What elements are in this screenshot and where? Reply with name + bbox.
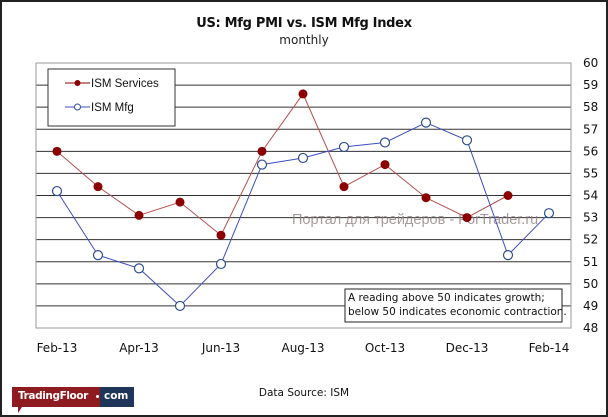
- data-point: [215, 258, 227, 270]
- y-tick-label: 56: [583, 144, 598, 158]
- legend-label-mfg: ISM Mfg: [91, 102, 134, 114]
- data-point: [92, 250, 104, 261]
- data-point: [502, 250, 514, 261]
- y-tick-label: 57: [583, 122, 598, 136]
- data-point: [134, 210, 144, 220]
- data-point: [543, 208, 555, 219]
- y-tick-label: 58: [583, 100, 598, 114]
- chart-title: US: Mfg PMI vs. ISM Mfg Index: [196, 16, 412, 31]
- tradingfloor-logo: TradingFloor com: [12, 387, 135, 413]
- x-tick-label: Aug-13: [281, 341, 324, 355]
- y-axis-ticks: 60 59 58 57 56 55 54 53 52 51 50 49 48: [583, 56, 598, 335]
- y-tick-label: 54: [583, 189, 598, 203]
- data-point: [380, 160, 390, 170]
- chart-subtitle: monthly: [279, 33, 329, 47]
- watermark-text: Портал для трейдеров - ForTrader.ru: [292, 212, 538, 228]
- y-tick-label: 52: [583, 233, 598, 247]
- data-point: [461, 135, 473, 146]
- x-tick-label: Jun-13: [201, 341, 240, 355]
- data-point: [297, 152, 309, 164]
- y-tick-label: 59: [583, 78, 598, 92]
- logo-left-text: TradingFloor: [12, 387, 94, 413]
- legend-label-services: ISM Services: [91, 78, 159, 90]
- series-ism-services: [52, 89, 513, 240]
- x-tick-label: Dec-13: [446, 341, 489, 355]
- annotation-line-2: below 50 indicates economic contraction.: [348, 306, 567, 318]
- y-tick-label: 55: [583, 166, 598, 180]
- y-tick-label: 48: [583, 321, 598, 335]
- annotation-line-1: A reading above 50 indicates growth;: [348, 292, 545, 304]
- data-point: [256, 159, 268, 170]
- data-point: [133, 263, 145, 274]
- data-point: [462, 213, 472, 223]
- data-point: [421, 193, 431, 203]
- data-point: [257, 146, 267, 156]
- x-tick-label: Feb-14: [529, 341, 570, 355]
- legend-swatch-services-marker: [74, 80, 81, 86]
- data-point: [52, 146, 62, 156]
- legend-swatch-mfg-marker: [74, 103, 81, 111]
- data-point: [174, 300, 186, 312]
- data-point: [503, 191, 513, 200]
- data-point: [338, 141, 350, 153]
- logo-dot-icon: [93, 387, 100, 407]
- legend-box: [47, 68, 176, 127]
- series-ism-mfg: [51, 117, 555, 312]
- series-line: [56, 92, 509, 237]
- x-tick-label: Feb-13: [37, 341, 78, 355]
- data-point: [379, 137, 391, 148]
- data-source-label: Data Source: ISM: [258, 387, 350, 399]
- logo-right-text: com: [99, 387, 135, 407]
- data-point: [216, 230, 226, 240]
- gridlines: [36, 84, 571, 307]
- x-tick-label: Apr-13: [119, 341, 159, 355]
- data-point: [339, 182, 349, 192]
- legend: ISM Services ISM Mfg: [47, 68, 176, 127]
- data-point: [51, 185, 63, 197]
- data-point: [298, 89, 308, 99]
- x-axis-ticks: Feb-13 Apr-13 Jun-13 Aug-13 Oct-13 Dec-13 Feb-…: [37, 341, 570, 355]
- annotation-box: A reading above 50 indicates growth; bel…: [344, 288, 567, 323]
- x-tick-label: Oct-13: [365, 341, 405, 355]
- data-point: [93, 182, 103, 192]
- data-point: [420, 117, 432, 128]
- y-tick-label: 51: [583, 255, 598, 269]
- y-tick-label: 60: [583, 56, 598, 70]
- y-tick-label: 49: [583, 299, 598, 313]
- data-point: [175, 197, 185, 207]
- y-tick-label: 50: [583, 277, 598, 291]
- plot-area-border: [35, 62, 572, 329]
- y-tick-label: 53: [583, 211, 598, 225]
- series-layer: [51, 89, 555, 312]
